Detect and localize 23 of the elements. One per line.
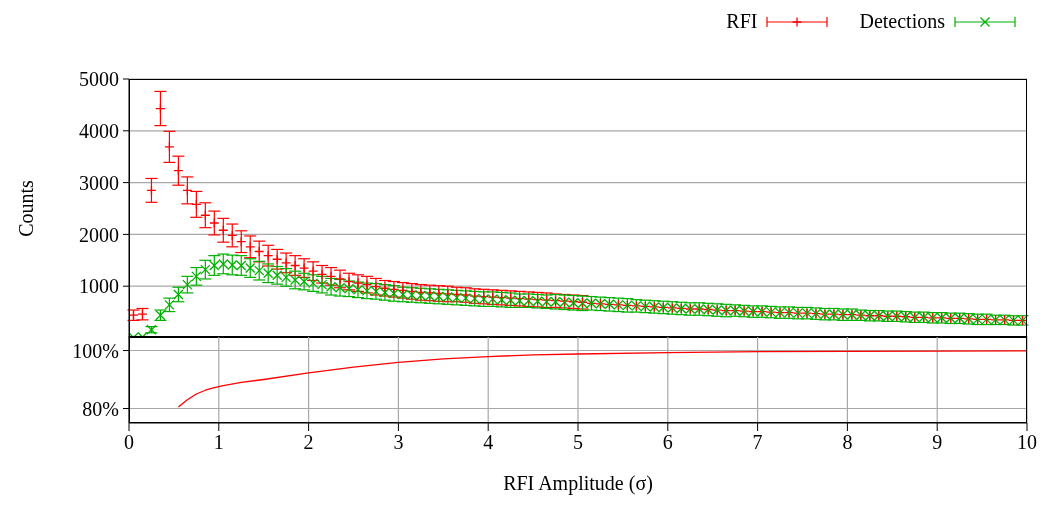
x-tick-label: 9 — [932, 431, 943, 454]
x-tick-label: 4 — [483, 431, 494, 454]
x-axis-title: RFI Amplitude (σ) — [503, 472, 653, 495]
y-tick-label: 3000 — [79, 171, 119, 194]
x-tick-label: 0 — [124, 431, 134, 454]
x-tick-label: 2 — [303, 431, 314, 454]
x-tick-label: 10 — [1017, 431, 1037, 454]
legend-label: RFI — [726, 10, 758, 33]
y-tick-label: 2000 — [79, 223, 119, 246]
x-tick-label: 5 — [573, 431, 583, 454]
y-tick-label: 100% — [72, 339, 119, 362]
x-tick-label: 8 — [842, 431, 853, 454]
y-tick-label: 1000 — [79, 275, 119, 298]
x-tick-label: 1 — [213, 431, 224, 454]
line-series — [177, 350, 1027, 408]
y-tick-label: 5000 — [79, 68, 119, 91]
y-tick-label: 80% — [82, 397, 119, 420]
y-tick-label: 4000 — [79, 119, 119, 142]
y-axis-title: Counts — [15, 179, 37, 237]
legend-label: Detections — [859, 10, 945, 33]
x-tick-label: 6 — [662, 431, 673, 454]
x-tick-label: 3 — [393, 431, 404, 454]
x-tick-label: 7 — [752, 431, 763, 454]
